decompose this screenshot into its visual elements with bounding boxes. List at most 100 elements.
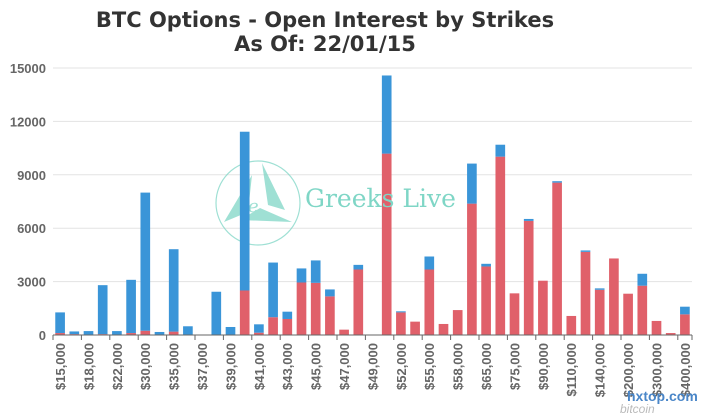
bar-series0-35 <box>552 182 562 335</box>
chart-title: BTC Options - Open Interest by Strikes <box>95 8 555 32</box>
y-tick-label: 6000 <box>17 221 46 236</box>
bar-series1-18 <box>310 260 321 283</box>
bar-series1-35 <box>552 181 562 183</box>
bar-series1-4 <box>112 331 122 335</box>
bar-series1-8 <box>168 249 179 332</box>
bar-series1-6 <box>140 192 151 331</box>
x-tick-label: $65,000 <box>479 343 494 390</box>
x-tick-label: $22,000 <box>110 343 125 390</box>
bar-series1-12 <box>225 326 236 335</box>
x-tick-label: $35,000 <box>167 343 182 390</box>
bar-series0-34 <box>538 280 548 335</box>
bar-series1-24 <box>396 311 406 313</box>
bar-series1-5 <box>126 279 136 334</box>
y-tick-label: 9000 <box>17 168 46 183</box>
bar-series0-32 <box>509 293 520 335</box>
x-tick-label: $300,000 <box>649 343 664 397</box>
bar-series0-36 <box>566 315 577 335</box>
bar-series1-1 <box>69 331 80 335</box>
bar-series0-38 <box>594 289 605 335</box>
bar-series1-29 <box>467 163 477 204</box>
bar-series0-20 <box>339 329 349 335</box>
bar-series1-16 <box>282 311 293 319</box>
bar-series1-13 <box>239 131 250 291</box>
svg-text:e: e <box>248 196 259 217</box>
bar-series1-3 <box>97 285 108 335</box>
y-tick-label: 0 <box>39 328 46 343</box>
x-tick-label: $75,000 <box>507 343 522 390</box>
x-tick-label: $15,000 <box>53 343 68 390</box>
bar-series0-18 <box>310 282 321 335</box>
bar-series1-15 <box>268 262 278 318</box>
bar-series1-26 <box>424 256 435 270</box>
bar-series1-44 <box>680 306 690 315</box>
y-tick-label: 12000 <box>10 114 46 129</box>
bar-series0-26 <box>424 269 435 335</box>
bar-series0-0 <box>55 333 65 335</box>
watermark-greeks-live: Greeks Live <box>305 184 456 213</box>
bar-series0-6 <box>140 330 151 335</box>
y-tick-label: 15000 <box>10 61 46 76</box>
bar-series0-14 <box>254 332 264 335</box>
x-tick-label: $45,000 <box>309 343 324 390</box>
bar-series1-11 <box>211 291 222 335</box>
bar-series1-0 <box>55 312 65 334</box>
bar-series0-21 <box>353 269 364 335</box>
bar-series0-19 <box>325 296 335 335</box>
x-tick-label: $400,000 <box>678 343 693 397</box>
greeks-live-logo: e <box>215 160 301 246</box>
x-tick-label: $110,000 <box>564 343 579 397</box>
bar-series0-40 <box>623 293 633 335</box>
bar-series1-7 <box>154 331 165 335</box>
bar-series0-5 <box>126 333 136 335</box>
x-tick-label: $55,000 <box>422 343 437 390</box>
bar-series1-31 <box>495 144 506 157</box>
bar-series0-33 <box>523 220 534 335</box>
x-tick-label: $90,000 <box>536 343 551 390</box>
x-tick-label: $200,000 <box>621 343 636 397</box>
x-tick-label: $30,000 <box>138 343 153 390</box>
x-tick-label: $39,000 <box>223 343 238 390</box>
bar-series0-42 <box>651 320 662 335</box>
bar-series1-41 <box>637 273 648 286</box>
bar-series0-27 <box>438 323 449 335</box>
bar-series1-33 <box>523 218 534 221</box>
bar-series0-31 <box>495 156 506 335</box>
x-tick-label: $140,000 <box>593 343 608 397</box>
bar-series0-44 <box>680 314 690 335</box>
x-tick-label: $52,000 <box>394 343 409 390</box>
bar-series1-30 <box>481 263 491 267</box>
bar-series0-25 <box>410 321 420 335</box>
y-tick-label: 3000 <box>17 275 46 290</box>
bar-series0-24 <box>396 312 406 335</box>
bar-series1-21 <box>353 264 364 270</box>
x-tick-label: $37,000 <box>195 343 210 390</box>
bar-series0-8 <box>168 331 179 335</box>
bar-series0-15 <box>268 317 278 335</box>
bar-series0-16 <box>282 318 293 335</box>
bar-series0-30 <box>481 266 491 335</box>
x-tick-label: $41,000 <box>252 343 267 390</box>
x-tick-label: $47,000 <box>337 343 352 390</box>
bar-series0-41 <box>637 285 648 335</box>
watermark-bitcoin: bitcoin <box>620 402 655 416</box>
bar-series1-17 <box>296 268 307 283</box>
bar-series1-23 <box>381 75 392 154</box>
bar-series0-23 <box>381 153 392 335</box>
bar-series1-19 <box>325 289 335 297</box>
bar-series0-29 <box>467 203 477 335</box>
x-tick-label: $58,000 <box>451 343 466 390</box>
x-tick-label: $43,000 <box>280 343 295 390</box>
bar-series0-43 <box>665 333 676 335</box>
x-tick-label: $18,000 <box>81 343 96 390</box>
bar-series1-37 <box>580 250 591 252</box>
bar-series0-28 <box>452 310 463 335</box>
bar-series1-38 <box>594 288 605 290</box>
bar-series0-17 <box>296 282 307 335</box>
bar-series0-37 <box>580 251 591 335</box>
bar-series1-9 <box>183 326 193 335</box>
bar-series1-2 <box>83 331 94 335</box>
watermark-hxtop: hxtop.com <box>627 388 698 404</box>
chart-subtitle: As Of: 22/01/15 <box>234 32 416 56</box>
